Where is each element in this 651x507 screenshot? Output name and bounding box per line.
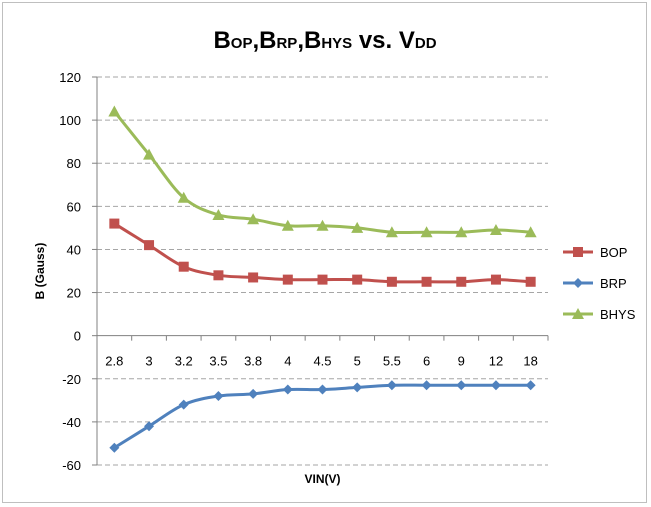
x-axis-title: VIN(V) [305,472,341,486]
x-tick-label: 5.5 [383,354,401,369]
data-point-brp [490,380,501,391]
data-point-bhys [247,213,260,225]
x-tick-label: 3 [145,354,152,369]
data-point-brp [144,421,155,432]
data-point-bop [109,218,120,229]
x-tick-label: 3.5 [209,354,227,369]
y-tick-label: -20 [62,372,81,387]
legend-label-bop: BOP [600,245,627,260]
series-bop [109,218,536,287]
chart-title: BOP,BRP,BHYS vs. VDD [213,27,436,54]
data-point-bhys [143,148,156,160]
legend-label-bhys: BHYS [600,307,636,322]
data-point-bop [213,270,224,281]
y-tick-label: 0 [74,329,81,344]
data-point-bhys [177,191,190,203]
data-point-bop [352,274,363,285]
data-point-bhys [351,221,364,233]
data-point-bhys [489,224,502,236]
x-tick-label: 4.5 [313,354,331,369]
x-tick-label: 18 [523,354,537,369]
legend-marker-brp [573,278,583,288]
data-point-brp [109,442,120,453]
legend-marker-bop [573,247,583,257]
data-point-bop [248,272,259,283]
data-point-bop [144,240,155,251]
series-line-bhys [113,110,531,235]
x-tick-label: 3.8 [244,354,262,369]
y-tick-label: 20 [67,286,81,301]
series-brp [109,380,536,453]
data-point-brp [386,380,397,391]
legend: BOP BRP BHYS [563,245,636,322]
data-point-bhys [316,219,329,231]
y-tick-label: 120 [59,70,81,85]
data-point-brp [213,391,224,402]
data-point-brp [456,380,467,391]
data-point-bop [317,274,328,285]
y-tick-label: 60 [67,199,81,214]
grid-layer [97,76,548,466]
legend-marker-bhys [572,308,584,319]
y-axis-title: B (Gauss) [33,243,47,300]
x-tick-label: 2.8 [105,354,123,369]
x-tick-label: 9 [458,354,465,369]
data-point-brp [317,384,328,395]
data-point-bop [456,276,467,287]
y-tick-label: 40 [67,242,81,257]
y-tick-label: -60 [62,458,81,473]
data-point-bop [282,274,293,285]
data-point-bhys [420,226,433,238]
x-tick-label: 4 [284,354,291,369]
data-point-brp [178,399,189,410]
data-point-bop [178,261,189,272]
data-point-bhys [524,226,537,238]
data-point-bop [421,276,432,287]
series-bhys [108,105,537,238]
chart-frame [2,2,647,503]
data-point-bop [525,276,536,287]
series-layer [108,105,537,453]
x-tick-label: 12 [489,354,503,369]
data-point-brp [282,384,293,395]
axis-layer: -60 -40 -20 0 20 40 60 80 100 120 2.8 3 3.2 3.5 3.8 4 4.… [59,70,549,473]
data-point-bop [386,276,397,287]
data-point-brp [421,380,432,391]
data-point-brp [352,382,363,393]
x-tick-label: 5 [354,354,361,369]
y-tick-label: 100 [59,113,81,128]
data-point-bhys [455,226,468,238]
x-tick-label: 6 [423,354,430,369]
data-point-bhys [385,226,398,238]
data-point-bhys [212,208,225,220]
data-point-bhys [281,219,294,231]
x-tick-label: 3.2 [175,354,193,369]
data-point-bop [490,274,501,285]
y-tick-label: 80 [67,156,81,171]
data-point-brp [525,380,536,391]
legend-label-brp: BRP [600,276,627,291]
data-point-brp [248,388,259,399]
data-point-bhys [108,105,121,117]
y-tick-label: -40 [62,415,81,430]
